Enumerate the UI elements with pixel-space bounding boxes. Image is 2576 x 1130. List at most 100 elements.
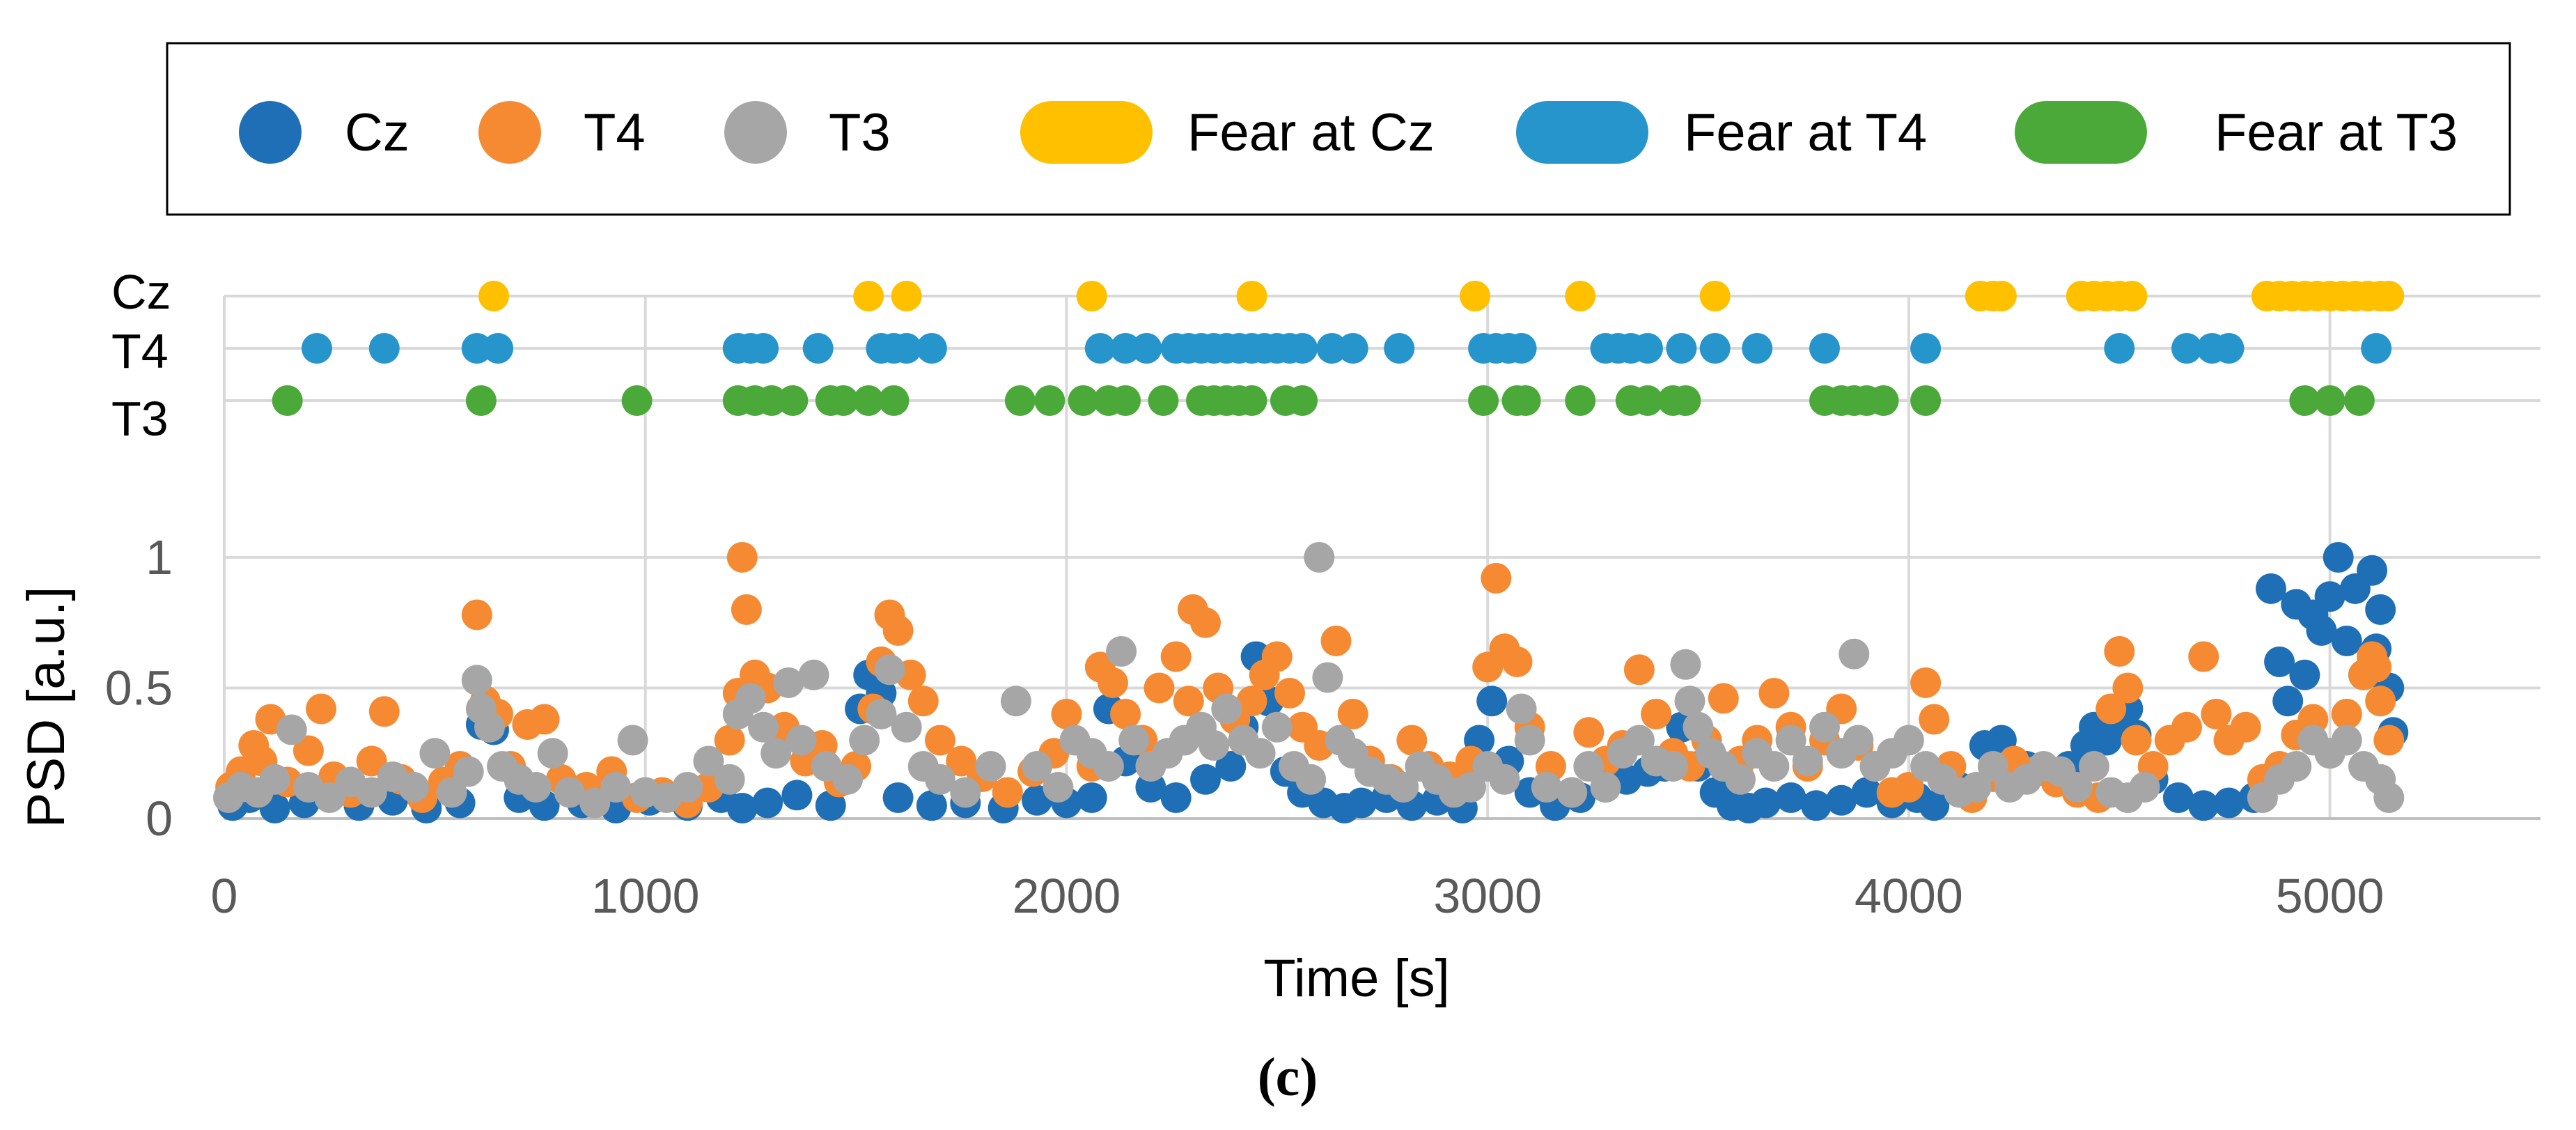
fear-marker-t3 xyxy=(621,385,653,416)
point-cz xyxy=(2365,594,2396,625)
point-cz xyxy=(882,782,914,813)
point-t3 xyxy=(1514,725,1545,756)
fear-marker-t4 xyxy=(1632,333,1663,364)
point-t4 xyxy=(1708,683,1739,714)
point-t3 xyxy=(1118,725,1150,756)
point-cz xyxy=(2289,659,2320,690)
x-tick-label: 1000 xyxy=(591,869,700,923)
point-t3 xyxy=(693,745,724,777)
point-t4 xyxy=(1261,641,1293,672)
point-t4 xyxy=(2331,699,2362,729)
point-t3 xyxy=(950,777,981,808)
point-t4 xyxy=(1236,686,1267,717)
fear-row-label-t3: T3 xyxy=(111,392,169,446)
fear-marker-t4 xyxy=(1910,333,1942,364)
point-t4 xyxy=(731,594,762,625)
point-t4 xyxy=(1143,672,1175,704)
fear-marker-t3 xyxy=(1068,385,1099,416)
point-t3 xyxy=(1106,636,1137,667)
fear-marker-cz xyxy=(1565,281,1596,311)
point-cz xyxy=(1076,782,1107,813)
point-t4 xyxy=(992,777,1023,808)
fear-marker-t3 xyxy=(1670,385,1701,416)
point-t3 xyxy=(975,751,1006,782)
fear-marker-t3 xyxy=(272,385,303,416)
fear-marker-t4 xyxy=(368,333,400,364)
point-t3 xyxy=(1556,777,1588,808)
fear-marker-t3 xyxy=(1236,385,1267,416)
legend-marker-t3 xyxy=(724,101,787,164)
point-t4 xyxy=(1573,717,1605,748)
point-t4 xyxy=(1051,699,1082,729)
point-t3 xyxy=(356,777,387,808)
point-cz xyxy=(1190,764,1221,795)
fear-row-label-t4: T4 xyxy=(111,324,169,378)
point-t3 xyxy=(1573,751,1605,782)
fear-marker-t4 xyxy=(1131,333,1162,364)
point-t3 xyxy=(1683,711,1714,743)
point-t3 xyxy=(1489,764,1520,795)
point-t3 xyxy=(866,699,897,729)
fear-marker-t3 xyxy=(1004,385,1036,416)
fear-marker-t4 xyxy=(1084,333,1116,364)
x-tick-label: 2000 xyxy=(1013,869,1121,923)
point-cz xyxy=(815,790,846,821)
point-t3 xyxy=(600,772,632,803)
point-t3 xyxy=(1893,725,1924,756)
y-tick-label: 0 xyxy=(146,791,173,846)
point-t4 xyxy=(1481,563,1512,594)
fear-marker-t3 xyxy=(1510,385,1541,416)
point-t3 xyxy=(714,764,745,795)
point-cz xyxy=(1750,787,1781,819)
fear-marker-t3 xyxy=(1565,385,1596,416)
point-t3 xyxy=(1388,772,1419,803)
point-t3 xyxy=(1022,751,1053,782)
fear-marker-t3 xyxy=(777,385,809,416)
point-cz xyxy=(726,793,758,823)
point-t3 xyxy=(1531,772,1562,803)
legend-marker-t4 xyxy=(478,101,541,164)
legend-label-cz: Cz xyxy=(345,103,409,162)
legend-marker-fear-at-cz xyxy=(1020,101,1153,164)
fear-marker-t4 xyxy=(916,333,947,364)
fear-marker-t4 xyxy=(748,333,779,364)
point-cz xyxy=(1476,686,1508,717)
fear-marker-cz xyxy=(2116,281,2148,311)
point-t3 xyxy=(1244,738,1276,769)
point-t3 xyxy=(617,725,648,756)
point-cz xyxy=(1160,782,1192,813)
point-t4 xyxy=(2121,725,2152,756)
point-cz xyxy=(1851,777,1882,808)
point-t4 xyxy=(1160,641,1192,672)
fear-marker-t3 xyxy=(1148,385,1179,416)
point-cz xyxy=(2256,573,2286,604)
point-cz xyxy=(1800,790,1832,821)
point-t4 xyxy=(368,696,400,727)
fear-marker-t4 xyxy=(1506,333,1537,364)
point-t3 xyxy=(1211,693,1242,725)
fear-marker-t3 xyxy=(1110,385,1141,416)
point-t3 xyxy=(773,667,804,698)
fear-marker-t4 xyxy=(1287,333,1318,364)
fear-marker-cz xyxy=(478,281,509,311)
fear-marker-t3 xyxy=(878,385,910,416)
fear-marker-t3 xyxy=(2344,385,2375,416)
point-t3 xyxy=(579,787,611,819)
point-t3 xyxy=(891,711,922,743)
point-t3 xyxy=(735,683,766,714)
fear-marker-t4 xyxy=(2104,333,2135,364)
point-t4 xyxy=(1501,647,1533,677)
axis-tick-labels: 0 1000 2000 3000 4000 5000 0 0.5 1 xyxy=(105,530,2384,923)
fear-marker-t3 xyxy=(1287,385,1318,416)
point-t4 xyxy=(2230,711,2261,743)
point-t4 xyxy=(292,735,324,766)
point-t4 xyxy=(2365,686,2396,717)
fear-marker-cz xyxy=(1460,281,1490,311)
point-t3 xyxy=(520,772,552,803)
point-t3 xyxy=(672,772,703,803)
legend-label-fear-at-t4: Fear at T4 xyxy=(1684,103,1927,162)
point-t4 xyxy=(1274,678,1305,709)
fear-marker-t3 xyxy=(1910,385,1942,416)
